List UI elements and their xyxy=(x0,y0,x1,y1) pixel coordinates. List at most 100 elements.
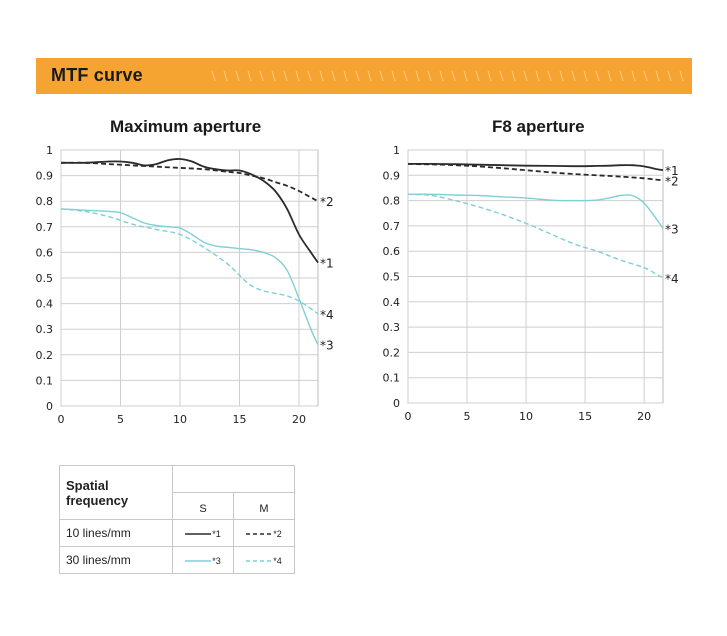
banner-slash xyxy=(643,70,648,82)
banner-slash xyxy=(667,70,672,82)
y-tick-label: 0.4 xyxy=(36,298,54,311)
banner-slash xyxy=(475,70,480,82)
banner-decoration xyxy=(211,70,684,82)
x-tick-label: 0 xyxy=(405,410,412,423)
series-line-n4 xyxy=(407,193,664,279)
banner-slash xyxy=(679,70,684,82)
banner-slash xyxy=(499,70,504,82)
banner-slash xyxy=(379,70,384,82)
legend-tag: *4 xyxy=(273,555,282,566)
banner-slash xyxy=(403,70,408,82)
banner-slash xyxy=(319,70,324,82)
mtf-chart-f8-aperture: 00.10.20.30.40.50.60.70.80.910 5 10 15 20*1*… xyxy=(383,144,679,423)
series-end-label: *4 xyxy=(665,272,679,286)
banner-slash xyxy=(271,70,276,82)
series-end-label: *2 xyxy=(320,195,334,209)
legend-swatch-3: *3 xyxy=(172,546,234,574)
banner-slash xyxy=(427,70,432,82)
legend-swatch-1: *1 xyxy=(172,519,234,547)
banner-slash xyxy=(307,70,312,82)
banner-slash xyxy=(523,70,528,82)
banner-slash xyxy=(211,70,216,82)
legend-col-m: M xyxy=(233,492,295,520)
y-tick-label: 0.4 xyxy=(383,296,401,309)
banner-title: MTF curve xyxy=(51,65,143,85)
dashed-cyan-line-icon xyxy=(246,560,273,562)
series-end-label: *3 xyxy=(320,339,334,353)
banner-slash xyxy=(451,70,456,82)
banner-slash xyxy=(391,70,396,82)
legend-row-label: 30 lines/mm xyxy=(59,546,173,574)
x-tick-label: 5 xyxy=(464,410,471,423)
banner-slash xyxy=(247,70,252,82)
solid-cyan-line-icon xyxy=(185,560,212,562)
banner-slash xyxy=(259,70,264,82)
x-tick-label: 15 xyxy=(232,413,246,426)
chart-title-max: Maximum aperture xyxy=(110,117,262,136)
banner-slash xyxy=(619,70,624,82)
y-tick-label: 0.7 xyxy=(36,221,54,234)
chart-title-f8: F8 aperture xyxy=(492,117,585,136)
x-tick-label: 15 xyxy=(578,410,592,423)
y-tick-label: 0.6 xyxy=(383,245,401,258)
banner-slash xyxy=(439,70,444,82)
y-tick-label: 0.7 xyxy=(383,220,401,233)
banner-slash xyxy=(223,70,228,82)
y-tick-label: 0.2 xyxy=(383,346,401,359)
mtf-chart-maximum-aperture: 00.10.20.30.40.50.60.70.80.910 5 10 15 20*1*… xyxy=(36,144,334,426)
banner-slash xyxy=(583,70,588,82)
y-tick-label: 0 xyxy=(46,400,53,413)
legend-top-cell xyxy=(172,465,295,493)
x-tick-label: 10 xyxy=(173,413,187,426)
series-end-label: *3 xyxy=(665,222,679,236)
y-tick-label: 0 xyxy=(393,397,400,410)
y-tick-label: 0.8 xyxy=(36,195,54,208)
series-end-label: *1 xyxy=(320,257,334,271)
legend-tag: *3 xyxy=(212,555,221,566)
series-line-n3 xyxy=(60,208,319,345)
x-tick-label: 10 xyxy=(519,410,533,423)
dashed-dark-line-icon xyxy=(246,533,273,535)
series-line-n3 xyxy=(407,193,664,229)
legend-tag: *1 xyxy=(212,528,221,539)
banner-slash xyxy=(595,70,600,82)
section-banner: MTF curve xyxy=(36,58,692,94)
series-line-n2 xyxy=(60,161,319,203)
y-tick-label: 0.5 xyxy=(36,272,54,285)
y-tick-label: 0.3 xyxy=(36,323,54,336)
banner-slash xyxy=(607,70,612,82)
banner-slash xyxy=(331,70,336,82)
series-line-n2 xyxy=(407,163,664,182)
y-tick-label: 0.6 xyxy=(36,246,54,259)
y-tick-label: 0.2 xyxy=(36,349,54,362)
banner-slash xyxy=(571,70,576,82)
y-tick-label: 0.8 xyxy=(383,195,401,208)
y-tick-label: 0.9 xyxy=(36,170,54,183)
series-line-n1 xyxy=(408,162,664,172)
y-tick-label: 0.1 xyxy=(36,374,54,387)
banner-slash xyxy=(511,70,516,82)
legend-tag: *2 xyxy=(273,528,282,539)
banner-slash xyxy=(415,70,420,82)
banner-slash xyxy=(487,70,492,82)
y-tick-label: 0.3 xyxy=(383,321,401,334)
banner-slash xyxy=(631,70,636,82)
x-tick-label: 20 xyxy=(637,410,651,423)
banner-slash xyxy=(355,70,360,82)
banner-slash xyxy=(547,70,552,82)
series-end-label: *1 xyxy=(665,164,679,178)
legend-row-label: 10 lines/mm xyxy=(59,519,173,547)
series-line-n4 xyxy=(60,208,319,315)
series-line-n1 xyxy=(60,158,319,264)
y-tick-label: 0.9 xyxy=(383,169,401,182)
x-tick-label: 20 xyxy=(292,413,306,426)
x-tick-label: 5 xyxy=(117,413,124,426)
legend-col-s: S xyxy=(172,492,234,520)
banner-slash xyxy=(235,70,240,82)
banner-slash xyxy=(367,70,372,82)
y-tick-label: 0.5 xyxy=(383,271,401,284)
banner-slash xyxy=(463,70,468,82)
banner-slash xyxy=(283,70,288,82)
x-tick-label: 0 xyxy=(58,413,65,426)
banner-slash xyxy=(535,70,540,82)
